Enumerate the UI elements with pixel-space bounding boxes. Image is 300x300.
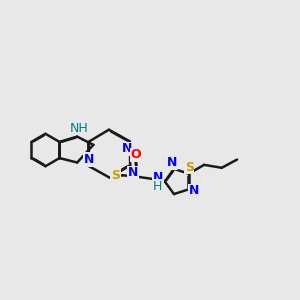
Text: N: N xyxy=(167,156,178,169)
Text: O: O xyxy=(131,148,141,161)
Text: S: S xyxy=(111,169,120,182)
Text: N: N xyxy=(128,166,138,179)
Text: N: N xyxy=(153,171,163,184)
Text: N: N xyxy=(189,184,199,197)
Text: H: H xyxy=(153,180,163,193)
Text: N: N xyxy=(83,153,94,166)
Text: N: N xyxy=(122,142,133,155)
Text: NH: NH xyxy=(69,122,88,135)
Text: S: S xyxy=(185,161,194,174)
